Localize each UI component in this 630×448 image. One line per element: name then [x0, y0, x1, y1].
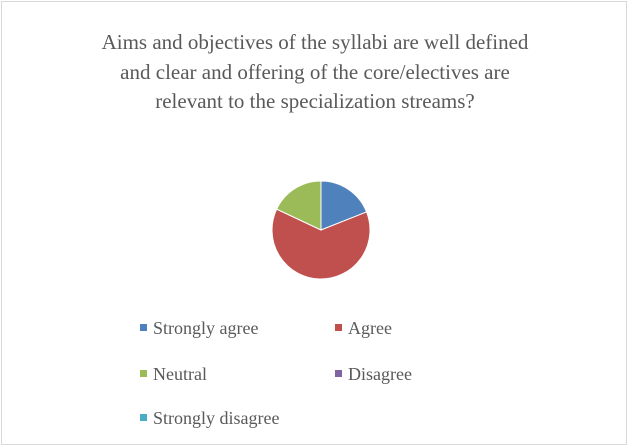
pie-slice: [275, 180, 322, 231]
legend-item: Neutral: [140, 364, 207, 385]
legend-label: Neutral: [153, 364, 207, 384]
legend-swatch: [140, 414, 147, 422]
legend-item: Agree: [335, 318, 392, 339]
legend-label: Disagree: [348, 364, 412, 384]
legend-item: Disagree: [335, 364, 412, 385]
legend-swatch: [335, 324, 342, 332]
pie-slice: [271, 208, 371, 280]
legend-label: Strongly disagree: [153, 408, 280, 428]
legend-item: Strongly disagree: [140, 408, 279, 429]
legend-swatch: [140, 370, 147, 378]
chart-title: Aims and objectives of the syllabi are w…: [101, 30, 529, 113]
pie-slice: [320, 180, 368, 231]
legend-label: Strongly agree: [153, 318, 259, 338]
legend-label: Agree: [348, 318, 392, 338]
legend-swatch: [335, 370, 342, 378]
legend-swatch: [140, 324, 147, 332]
legend-item: Strongly agree: [140, 318, 258, 339]
